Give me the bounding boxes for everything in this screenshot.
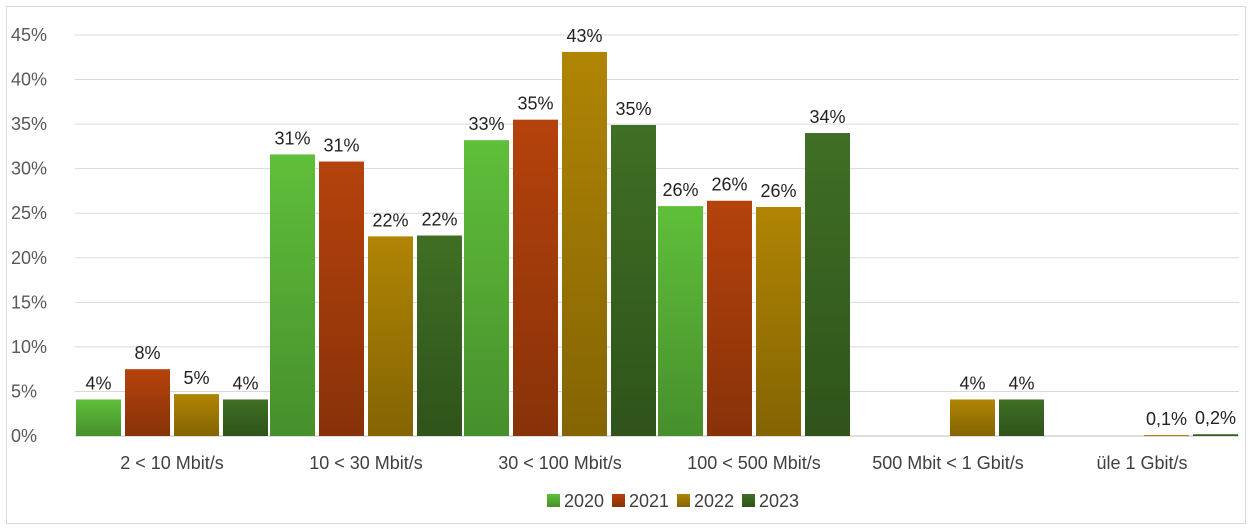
legend-swatch bbox=[612, 494, 625, 507]
y-tick-label: 40% bbox=[11, 70, 47, 90]
data-label: 35% bbox=[517, 94, 553, 114]
y-tick-label: 30% bbox=[11, 159, 47, 179]
x-tick-label: 100 < 500 Mbit/s bbox=[687, 453, 821, 473]
x-tick-label: üle 1 Gbit/s bbox=[1096, 453, 1187, 473]
x-tick-label: 500 Mbit < 1 Gbit/s bbox=[872, 453, 1024, 473]
data-label: 26% bbox=[662, 180, 698, 200]
y-tick-label: 25% bbox=[11, 203, 47, 223]
bar bbox=[999, 399, 1044, 436]
x-axis-ticks: 2 < 10 Mbit/s 10 < 30 Mbit/s 30 < 100 Mbit… bbox=[120, 453, 1187, 473]
bar bbox=[319, 161, 364, 436]
data-label: 26% bbox=[760, 181, 796, 201]
bar bbox=[270, 154, 315, 437]
bar bbox=[76, 399, 121, 436]
data-label: 5% bbox=[183, 368, 209, 388]
data-label: 31% bbox=[274, 128, 310, 148]
legend-label: 2022 bbox=[694, 491, 734, 511]
legend-swatch bbox=[547, 494, 560, 507]
legend-label: 2021 bbox=[629, 491, 669, 511]
y-tick-label: 15% bbox=[11, 292, 47, 312]
data-label: 33% bbox=[468, 114, 504, 134]
legend-swatch bbox=[677, 494, 690, 507]
legend-label: 2023 bbox=[759, 491, 799, 511]
x-tick-label: 2 < 10 Mbit/s bbox=[120, 453, 224, 473]
bar bbox=[417, 235, 462, 436]
data-label: 22% bbox=[421, 210, 457, 230]
gridlines bbox=[75, 34, 1239, 437]
bar bbox=[950, 399, 995, 436]
chart-frame: 0% 5% 10% 15% 20% 25% 30% 35% 40% 45% 4% 8% 5% 4% 31%… bbox=[6, 6, 1246, 524]
x-tick-label: 10 < 30 Mbit/s bbox=[309, 453, 423, 473]
data-label: 43% bbox=[566, 26, 602, 46]
y-axis-ticks: 0% 5% 10% 15% 20% 25% 30% 35% 40% 45% bbox=[11, 25, 47, 446]
data-label: 26% bbox=[711, 175, 747, 195]
data-label: 0,2% bbox=[1195, 408, 1236, 428]
bar bbox=[756, 206, 801, 436]
data-label: 31% bbox=[323, 136, 359, 156]
legend: 2020 2021 2022 2023 bbox=[547, 491, 799, 511]
bar bbox=[1144, 435, 1189, 437]
legend-swatch bbox=[742, 494, 755, 507]
y-tick-label: 5% bbox=[11, 381, 37, 401]
data-label: 4% bbox=[959, 373, 985, 393]
bar bbox=[707, 200, 752, 436]
legend-label: 2020 bbox=[564, 491, 604, 511]
bar-chart: 0% 5% 10% 15% 20% 25% 30% 35% 40% 45% 4% 8% 5% 4% 31%… bbox=[11, 25, 1239, 511]
x-tick-label: 30 < 100 Mbit/s bbox=[498, 453, 622, 473]
bars bbox=[76, 51, 1238, 437]
y-tick-label: 35% bbox=[11, 114, 47, 134]
data-label: 4% bbox=[232, 373, 258, 393]
y-tick-label: 45% bbox=[11, 25, 47, 45]
data-labels: 4% 8% 5% 4% 31% 31% 22% 22% 33% 35% 43% 35% 26% 26% 26… bbox=[85, 26, 1236, 429]
data-label: 0,1% bbox=[1146, 409, 1187, 429]
data-label: 8% bbox=[134, 343, 160, 363]
bar bbox=[562, 51, 607, 436]
data-label: 22% bbox=[372, 210, 408, 230]
data-label: 4% bbox=[85, 373, 111, 393]
y-tick-label: 10% bbox=[11, 337, 47, 357]
bar bbox=[1193, 434, 1238, 436]
data-label: 35% bbox=[615, 99, 651, 119]
bar bbox=[513, 119, 558, 437]
data-label: 4% bbox=[1008, 373, 1034, 393]
bar bbox=[658, 206, 703, 436]
data-label: 34% bbox=[809, 107, 845, 127]
bar bbox=[125, 369, 170, 436]
y-tick-label: 20% bbox=[11, 248, 47, 268]
bar bbox=[368, 236, 413, 436]
bar bbox=[611, 125, 656, 436]
y-tick-label: 0% bbox=[11, 426, 37, 446]
bar bbox=[174, 394, 219, 436]
bar bbox=[223, 399, 268, 436]
bar bbox=[805, 133, 850, 436]
bar bbox=[464, 140, 509, 436]
